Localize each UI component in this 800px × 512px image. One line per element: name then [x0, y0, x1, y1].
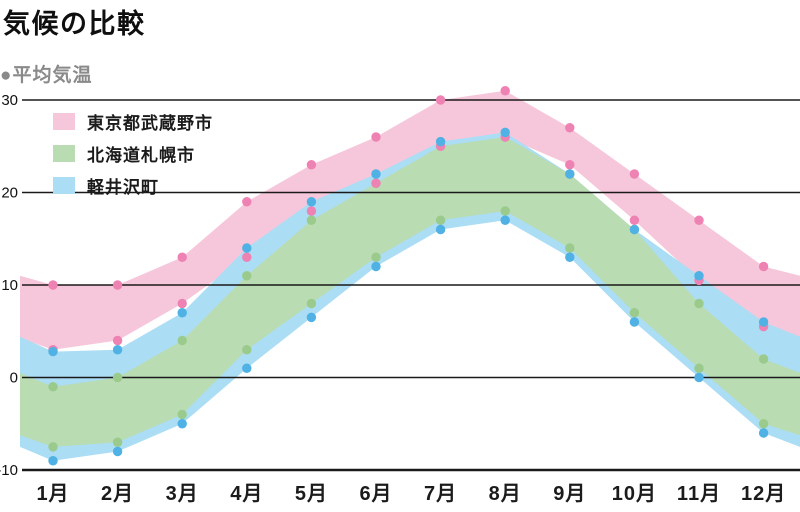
page-title: 気候の比較 — [3, 9, 146, 39]
dot-low-北海道札幌市 — [371, 252, 381, 262]
dot-high-軽井沢町 — [500, 127, 510, 138]
dot-high-軽井沢町 — [177, 308, 187, 318]
dot-high-東京都武蔵野市 — [435, 95, 446, 105]
month-label: 2月 — [101, 483, 134, 505]
dot-high-東京都武蔵野市 — [177, 252, 187, 262]
dot-low-東京都武蔵野市 — [306, 206, 317, 216]
dot-high-北海道札幌市 — [694, 298, 704, 309]
legend-item-karuizawa: 軽井沢町 — [53, 176, 213, 197]
dot-low-軽井沢町 — [435, 224, 446, 235]
dot-low-北海道札幌市 — [435, 215, 446, 225]
dot-high-東京都武蔵野市 — [48, 280, 58, 290]
dot-low-東京都武蔵野市 — [565, 160, 575, 170]
month-label: 12月 — [741, 483, 786, 505]
dot-high-東京都武蔵野市 — [694, 215, 704, 225]
chart-legend: 東京都武蔵野市 北海道札幌市 軽井沢町 — [53, 112, 213, 208]
dot-high-軽井沢町 — [242, 243, 252, 253]
dot-high-軽井沢町 — [371, 169, 381, 179]
dot-high-東京都武蔵野市 — [565, 123, 575, 133]
dot-low-北海道札幌市 — [500, 206, 510, 216]
dot-low-北海道札幌市 — [629, 308, 640, 318]
dot-low-東京都武蔵野市 — [371, 178, 381, 188]
dot-low-北海道札幌市 — [758, 419, 769, 429]
month-label: 5月 — [295, 483, 328, 505]
dot-high-軽井沢町 — [435, 136, 446, 147]
y-tick-label: 10 — [1, 277, 18, 294]
legend-label-tokyo-musashino: 東京都武蔵野市 — [87, 113, 213, 133]
month-label: 10月 — [612, 483, 657, 505]
legend-label-karuizawa: 軽井沢町 — [87, 177, 159, 197]
dot-low-軽井沢町 — [112, 446, 123, 457]
month-label: 3月 — [166, 483, 199, 505]
chart-subtitle-average-temperature: ●平均気温 — [0, 65, 93, 86]
dot-high-東京都武蔵野市 — [242, 197, 252, 207]
y-tick-label: 0 — [10, 370, 18, 387]
dot-low-軽井沢町 — [694, 372, 704, 383]
band-北海道札幌市 — [20, 137, 800, 447]
dot-low-北海道札幌市 — [306, 298, 317, 309]
dot-low-軽井沢町 — [177, 419, 187, 429]
dot-high-北海道札幌市 — [112, 372, 123, 383]
dot-low-北海道札幌市 — [694, 363, 704, 373]
dot-high-軽井沢町 — [112, 345, 123, 355]
dot-low-東京都武蔵野市 — [242, 252, 252, 262]
dot-low-北海道札幌市 — [565, 243, 575, 253]
legend-swatch-karuizawa — [53, 176, 75, 194]
month-label: 11月 — [677, 483, 721, 505]
dot-high-北海道札幌市 — [177, 335, 187, 346]
dot-high-軽井沢町 — [306, 197, 317, 207]
dot-high-北海道札幌市 — [48, 382, 58, 392]
dot-low-軽井沢町 — [306, 312, 317, 323]
month-label: 7月 — [424, 483, 457, 505]
y-tick-label: 30 — [1, 92, 18, 109]
dot-low-軽井沢町 — [48, 456, 58, 466]
dot-low-軽井沢町 — [242, 363, 252, 373]
dot-low-北海道札幌市 — [48, 442, 58, 452]
dot-high-北海道札幌市 — [758, 354, 769, 364]
dot-low-北海道札幌市 — [242, 345, 252, 355]
dot-high-東京都武蔵野市 — [371, 132, 381, 142]
dot-high-軽井沢町 — [565, 169, 575, 179]
month-label: 8月 — [489, 483, 522, 505]
legend-item-hokkaido-sapporo: 北海道札幌市 — [53, 144, 213, 165]
dot-high-軽井沢町 — [48, 346, 58, 357]
dot-low-北海道札幌市 — [112, 437, 123, 447]
dot-low-軽井沢町 — [500, 215, 510, 225]
legend-swatch-hokkaido-sapporo — [53, 144, 75, 162]
month-label: 4月 — [230, 483, 263, 505]
dot-low-軽井沢町 — [565, 252, 575, 262]
dot-low-東京都武蔵野市 — [629, 215, 640, 225]
y-tick-label: 20 — [1, 185, 18, 202]
dot-high-北海道札幌市 — [242, 271, 252, 281]
legend-label-hokkaido-sapporo: 北海道札幌市 — [87, 145, 195, 165]
dot-high-東京都武蔵野市 — [758, 261, 769, 272]
dot-low-東京都武蔵野市 — [177, 298, 187, 309]
dot-high-東京都武蔵野市 — [629, 169, 640, 179]
dot-low-東京都武蔵野市 — [112, 335, 123, 346]
dot-low-軽井沢町 — [758, 428, 769, 438]
dot-high-軽井沢町 — [694, 271, 704, 281]
dot-high-軽井沢町 — [629, 224, 640, 235]
legend-item-tokyo-musashino: 東京都武蔵野市 — [53, 112, 213, 133]
month-label: 1月 — [36, 483, 69, 505]
legend-swatch-tokyo-musashino — [53, 112, 75, 130]
dot-high-東京都武蔵野市 — [500, 86, 510, 96]
dot-high-東京都武蔵野市 — [306, 160, 317, 170]
dot-high-軽井沢町 — [758, 317, 769, 327]
month-label: 6月 — [359, 483, 392, 505]
dot-low-軽井沢町 — [371, 261, 381, 272]
band-東京都武蔵野市 — [20, 90, 800, 350]
dot-high-東京都武蔵野市 — [112, 280, 123, 290]
dot-low-北海道札幌市 — [177, 409, 187, 420]
dot-high-北海道札幌市 — [306, 215, 317, 225]
month-label: 9月 — [553, 483, 586, 505]
y-tick-label: -10 — [0, 462, 18, 479]
dot-low-軽井沢町 — [629, 317, 640, 327]
